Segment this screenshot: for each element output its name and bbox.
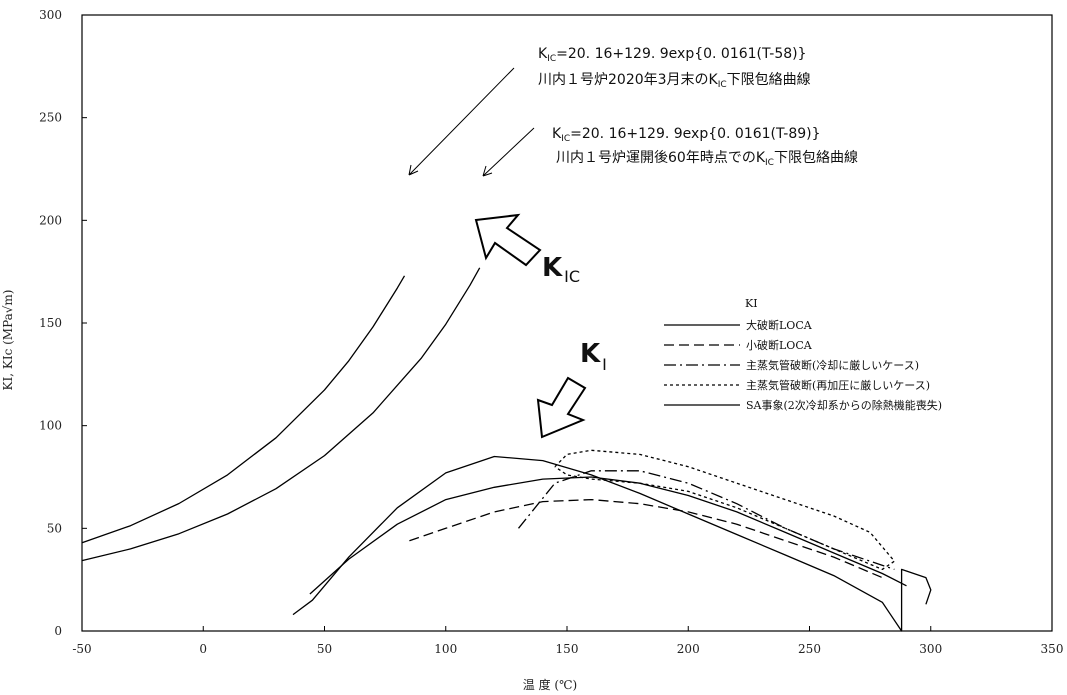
legend-item: SA事象(2次冷却系からの除熱機能喪失) [746,398,942,412]
x-tick-label: 0 [199,642,207,656]
y-tick-label: 200 [39,213,62,227]
y-axis-title: KI, KIc (MPa√m) [1,290,15,391]
x-axis-title: 温 度 (℃) [523,677,577,692]
y-tick-label: 100 [39,419,62,433]
legend-item: 小破断LOCA [746,338,813,352]
annotation-kic-2020: KIC=20. 16+129. 9exp{0. 0161(T-58)} 川内１号… [408,46,811,176]
annotation-arrow-2 [482,127,535,177]
annotation-kic-60yr: KIC=20. 16+129. 9exp{0. 0161(T-89)} 川内１号… [482,126,858,177]
plot-area [81,14,1053,632]
annotation-caption-2: 川内１号炉運開後60年時点でのKIC下限包絡曲線 [556,150,858,168]
x-tick-label: 250 [798,642,821,656]
series-line-2 [81,267,481,562]
legend: KI 大破断LOCA 小破断LOCA 主蒸気管破断(冷却に厳しいケース) 主蒸気管破断… [664,297,942,412]
kic-label: K IC [542,253,580,286]
x-tick-label: 150 [556,642,579,656]
y-tick-label: 50 [47,521,62,535]
x-tick-label: 200 [677,642,700,656]
annotation-arrow-1 [408,67,515,176]
kic-arrow-label: K IC [474,213,580,286]
ki-block-arrow [536,376,587,439]
legend-title: KI [745,297,758,310]
annotation-formula-2: KIC=20. 16+129. 9exp{0. 0161(T-89)} [552,126,821,144]
legend-item: 主蒸気管破断(再加圧に厳しいケース) [746,378,930,392]
annotation-caption-1: 川内１号炉2020年3月末のKIC下限包絡曲線 [538,72,811,90]
series-line-7 [292,455,932,632]
y-tick-label: 250 [39,111,62,125]
x-tick-label: 100 [434,642,457,656]
x-tick-label: 350 [1041,642,1064,656]
y-tick-label: 150 [39,316,62,330]
annotation-formula-1: KIC=20. 16+129. 9exp{0. 0161(T-58)} [538,46,807,64]
x-axis: -50 0 50 100 150 200 250 300 350 [72,626,1063,656]
y-tick-label: 0 [54,624,62,638]
x-tick-label: 50 [317,642,332,656]
legend-item: 主蒸気管破断(冷却に厳しいケース) [746,358,919,372]
x-tick-label: 300 [919,642,942,656]
legend-item: 大破断LOCA [746,318,813,332]
series-line-6 [554,449,896,571]
y-axis: 0 50 100 150 200 250 300 [39,8,87,638]
y-tick-label: 300 [39,8,62,22]
series-line-3 [309,476,907,595]
x-tick-label: -50 [72,642,91,656]
series-line-1 [81,275,406,544]
kic-block-arrow [474,213,542,267]
series-layer [81,267,932,632]
